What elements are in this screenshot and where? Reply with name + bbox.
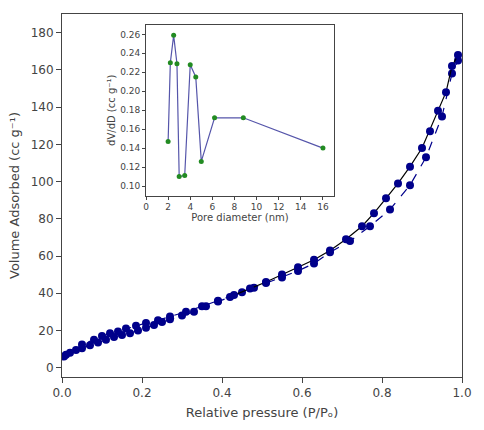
svg-text:0.2: 0.2: [132, 386, 151, 400]
svg-text:0: 0: [46, 361, 54, 375]
svg-text:100: 100: [31, 175, 54, 189]
svg-text:0.16: 0.16: [120, 124, 140, 134]
svg-text:16: 16: [317, 202, 329, 212]
svg-text:14: 14: [295, 202, 307, 212]
svg-text:20: 20: [38, 324, 53, 338]
svg-text:8: 8: [232, 202, 238, 212]
svg-text:80: 80: [38, 212, 53, 226]
svg-text:Pore diameter (nm): Pore diameter (nm): [191, 212, 289, 223]
svg-text:40: 40: [38, 286, 53, 300]
svg-text:180: 180: [31, 26, 54, 40]
svg-text:1.0: 1.0: [452, 386, 471, 400]
svg-text:0.20: 0.20: [120, 86, 140, 96]
svg-text:0.10: 0.10: [120, 181, 140, 191]
svg-text:60: 60: [38, 249, 53, 263]
svg-text:0.4: 0.4: [212, 386, 231, 400]
svg-text:dV/dD (cc g⁻¹): dV/dD (cc g⁻¹): [106, 74, 117, 145]
svg-text:0.6: 0.6: [292, 386, 311, 400]
svg-text:0.12: 0.12: [120, 162, 140, 172]
svg-text:0: 0: [143, 202, 149, 212]
svg-text:Volume Adsorbed (cc g⁻¹): Volume Adsorbed (cc g⁻¹): [7, 112, 22, 279]
svg-text:Relative pressure (P/Pₒ): Relative pressure (P/Pₒ): [186, 405, 338, 420]
svg-text:0.24: 0.24: [120, 48, 140, 58]
svg-text:0.0: 0.0: [52, 386, 71, 400]
svg-text:12: 12: [273, 202, 284, 212]
svg-text:0.26: 0.26: [120, 30, 140, 40]
svg-text:0.14: 0.14: [120, 143, 140, 153]
svg-text:10: 10: [251, 202, 263, 212]
svg-text:160: 160: [31, 63, 54, 77]
svg-text:6: 6: [209, 202, 215, 212]
svg-text:120: 120: [31, 138, 54, 152]
svg-text:0.22: 0.22: [120, 67, 140, 77]
svg-text:0.18: 0.18: [120, 105, 140, 115]
svg-text:4: 4: [187, 202, 193, 212]
svg-text:2: 2: [165, 202, 171, 212]
svg-text:140: 140: [31, 100, 54, 114]
svg-text:0.8: 0.8: [372, 386, 391, 400]
